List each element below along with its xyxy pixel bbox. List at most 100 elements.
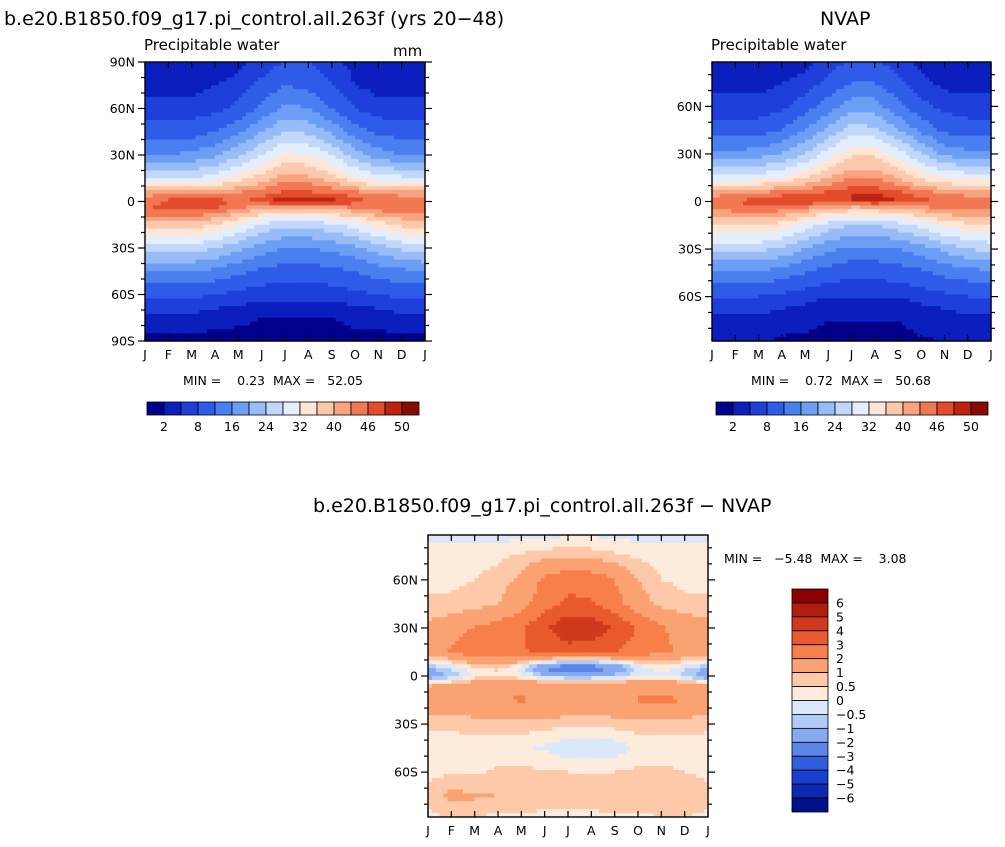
panel-a-ylabel: 60N <box>110 101 135 116</box>
colorbar-b-label-7: 50 <box>963 419 979 434</box>
colorbar-b-cell-5 <box>800 401 819 416</box>
colorbar-b-cell-15 <box>970 401 989 416</box>
panel-a-xlabel-12: J <box>422 347 427 362</box>
panel-c-ylabel: 60N <box>393 572 418 587</box>
panel-a-ylabel: 30S <box>111 241 135 256</box>
colorbar-c-cell-0 <box>791 588 829 604</box>
panel-b-xlabel-2: M <box>753 347 764 362</box>
colorbar-c-cell-5 <box>791 658 829 674</box>
panel-a-xlabel-10: N <box>374 347 383 362</box>
panel-a-xlabel-8: S <box>328 347 336 362</box>
panel-a-ylabel: 0 <box>127 194 135 209</box>
colorbar-c-label-6: 0.5 <box>836 679 856 694</box>
colorbar-a-cell-15 <box>401 401 420 416</box>
panel-b-xlabel-8: S <box>894 347 902 362</box>
panel-a-minmax: MIN = 0.23 MAX = 52.05 <box>183 373 363 388</box>
panel-b-ylabel: 30N <box>677 146 702 161</box>
colorbar-a-label-5: 40 <box>326 419 342 434</box>
colorbar-b-cell-10 <box>885 401 904 416</box>
colorbar-c-label-8: −0.5 <box>836 707 866 722</box>
panel-c-xlabel-9: O <box>633 823 643 838</box>
panel-a-subtitle: Precipitable water <box>144 36 280 54</box>
colorbar-a-cell-3 <box>197 401 216 416</box>
colorbar-c-cell-2 <box>791 616 829 632</box>
colorbar-c-label-7: 0 <box>836 693 844 708</box>
panel-a-ylabel: 90N <box>110 55 135 70</box>
panel-a-units: mm <box>393 42 423 60</box>
panel-b-title: NVAP <box>820 8 871 30</box>
panel-c-xlabel-2: M <box>469 823 480 838</box>
panel-a-xlabel-6: J <box>282 347 287 362</box>
panel-a-title: b.e20.B1850.f09_g17.pi_control.all.263f … <box>4 8 505 30</box>
colorbar-a-label-4: 32 <box>292 419 308 434</box>
colorbar-b-cell-4 <box>783 401 802 416</box>
colorbar-b-cell-7 <box>834 401 853 416</box>
colorbar-c-cell-4 <box>791 644 829 660</box>
colorbar-c-cell-9 <box>791 714 829 729</box>
panel-b-xlabel-12: J <box>988 347 993 362</box>
colorbar-a-label-3: 24 <box>258 419 274 434</box>
panel-a-xlabel-3: A <box>211 347 220 362</box>
colorbar-a-cell-5 <box>231 401 250 416</box>
panel-b-subtitle: Precipitable water <box>711 36 847 54</box>
colorbar-b-cell-6 <box>817 401 836 416</box>
panel-b-xlabel-11: D <box>963 347 973 362</box>
panel-b-xlabel-5: J <box>825 347 830 362</box>
colorbar-a-cell-10 <box>316 401 335 416</box>
panel-a-ylabel: 30N <box>110 148 135 163</box>
colorbar-b-cell-14 <box>953 401 972 416</box>
panel-b-minmax: MIN = 0.72 MAX = 50.68 <box>751 373 931 388</box>
colorbar-c-cell-14 <box>791 783 829 799</box>
colorbar-a-cell-6 <box>248 401 267 416</box>
colorbar-b-label-3: 24 <box>827 419 843 434</box>
colorbar-b-cell-9 <box>868 401 887 416</box>
panel-c-minmax: MIN = −5.48 MAX = 3.08 <box>724 551 907 566</box>
panel-a-ylabel: 60S <box>111 287 135 302</box>
panel-b-ylabel: 30S <box>678 242 702 257</box>
colorbar-b-cell-2 <box>749 401 768 416</box>
panel-a-xlabel-2: M <box>186 347 197 362</box>
colorbar-b-cell-11 <box>902 401 921 416</box>
colorbar-c-cell-12 <box>791 755 829 771</box>
colorbar-c-label-11: −3 <box>836 749 854 764</box>
colorbar-b-label-6: 46 <box>929 419 945 434</box>
panel-b-xlabel-1: F <box>732 347 739 362</box>
colorbar-c-label-14: −6 <box>836 791 854 806</box>
colorbar-c-cell-13 <box>791 769 829 785</box>
colorbar-a-cell-14 <box>384 401 403 416</box>
colorbar-c-label-3: 3 <box>836 637 844 652</box>
panel-b-xlabel-7: A <box>870 347 879 362</box>
panel-c-xlabel-1: F <box>448 823 455 838</box>
colorbar-a-label-1: 8 <box>194 419 202 434</box>
colorbar-a-cell-7 <box>265 401 284 416</box>
colorbar-b-label-2: 16 <box>793 419 809 434</box>
colorbar-c-label-4: 2 <box>836 651 844 666</box>
colorbar-a-cell-4 <box>214 401 233 416</box>
colorbar-b-cell-13 <box>936 401 955 416</box>
colorbar-c-cell-11 <box>791 741 829 757</box>
colorbar-a-label-2: 16 <box>224 419 240 434</box>
colorbar-a-cell-0 <box>146 401 165 416</box>
colorbar-b-cell-12 <box>919 401 938 416</box>
colorbar-c-label-5: 1 <box>836 665 844 680</box>
panel-a-xlabel-5: J <box>259 347 264 362</box>
panel-c-xlabel-6: J <box>565 823 570 838</box>
panel-b-ylabel: 0 <box>694 194 702 209</box>
colorbar-c-cell-10 <box>791 727 829 743</box>
colorbar-a-cell-9 <box>299 401 318 416</box>
panel-c-xlabel-0: J <box>425 823 430 838</box>
colorbar-c-label-13: −5 <box>836 777 854 792</box>
colorbar-b-label-5: 40 <box>895 419 911 434</box>
panel-c-plot <box>428 535 709 818</box>
colorbar-a-label-7: 50 <box>394 419 410 434</box>
panel-c-ylabel: 30N <box>393 620 418 635</box>
panel-a-xlabel-0: J <box>142 347 147 362</box>
panel-b-xlabel-4: M <box>800 347 811 362</box>
colorbar-a-cell-11 <box>333 401 352 416</box>
colorbar-c-cell-6 <box>791 672 829 687</box>
colorbar-a-cell-8 <box>282 401 301 416</box>
colorbar-c-cell-15 <box>791 797 829 813</box>
colorbar-a-cell-2 <box>180 401 199 416</box>
panel-c-ylabel: 30S <box>394 717 418 732</box>
panel-c-xlabel-11: D <box>680 823 690 838</box>
